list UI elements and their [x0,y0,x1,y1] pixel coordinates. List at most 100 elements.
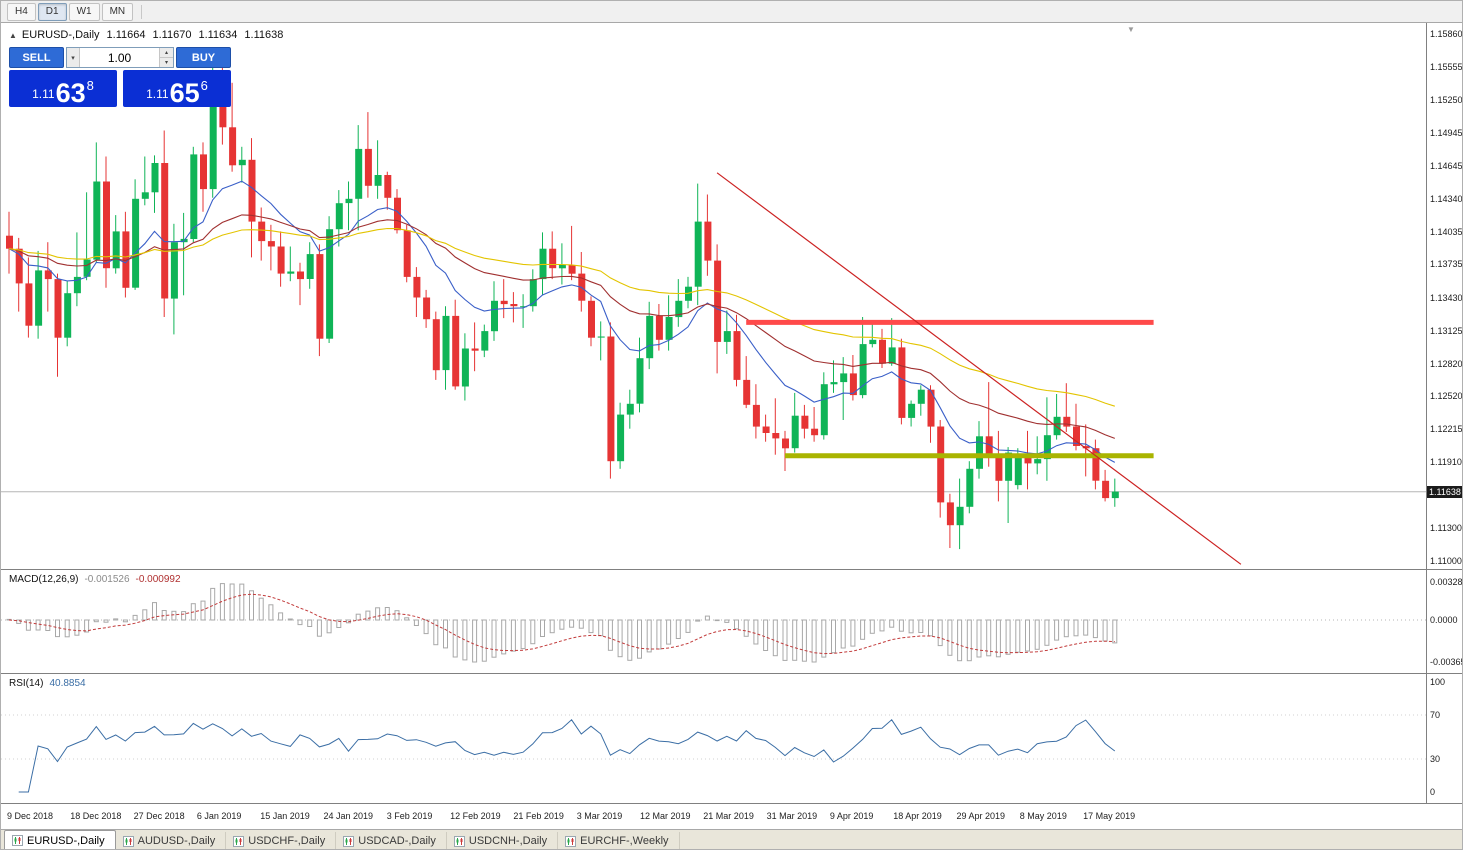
date-axis-label: 8 May 2019 [1019,811,1067,821]
scroll-shift-marker[interactable]: ▼ [1127,25,1135,34]
chart-tab-icon [565,835,577,847]
buy-price-big: 65 [169,78,200,108]
timeframe-button-d1[interactable]: D1 [37,2,67,21]
timeframe-button-w1[interactable]: W1 [68,2,100,21]
date-axis-label: 29 Apr 2019 [956,811,1006,821]
rsi-value: 40.8854 [49,678,86,689]
volume-decrease-button[interactable]: ▾ [160,58,173,67]
current-price-tag: 1.11638 [1427,485,1462,498]
rsi-label: RSI(14) 40.8854 [9,678,86,689]
sell-price-button[interactable]: 1.11 63 8 [9,70,117,107]
sell-price-sup: 8 [86,78,94,93]
macd-label: MACD(12,26,9) -0.001526 -0.000992 [9,574,181,585]
macd-value-signal: -0.000992 [135,574,181,585]
chart-tab-label: EURUSD-,Daily [27,834,105,847]
volume-stepper: ▴ ▾ [159,48,173,67]
volume-dropdown-button[interactable]: ▾ [67,48,80,67]
price-axis-label: 1.14945 [1430,128,1463,139]
price-axis-label: 1.11910 [1430,457,1462,468]
macd-chart[interactable] [1,570,1426,673]
chart-symbol-label: EURUSD-,Daily [21,29,100,41]
chart-tab-usdcad-daily[interactable]: USDCAD-,Daily [336,832,447,849]
volume-value[interactable]: 1.00 [107,50,132,65]
buy-button[interactable]: BUY [176,47,231,68]
rsi-panel[interactable]: RSI(14) 40.8854 100 70 30 0 [1,673,1462,803]
macd-axis-label: 0.0000 [1430,615,1458,625]
chart-tab-label: USDCNH-,Daily [468,835,548,847]
sell-button[interactable]: SELL [9,47,64,68]
chart-tab-label: USDCAD-,Daily [358,835,436,847]
rsi-axis-label: 100 [1430,677,1446,687]
chart-tab-label: USDCHF-,Daily [248,835,326,847]
ohlc-close: 1.11638 [244,29,284,41]
price-axis-label: 1.15250 [1430,95,1463,106]
ohlc-high: 1.11670 [152,29,192,41]
macd-axis-label: 0.003287 [1430,577,1463,588]
buy-price-sup: 6 [200,78,208,93]
chart-tab-icon [233,835,245,847]
date-axis-label: 9 Dec 2018 [7,811,54,821]
chart-tab-icon [12,835,23,846]
rsi-title: RSI(14) [9,678,44,689]
price-axis-label: 1.15555 [1430,62,1463,73]
price-axis-label: 1.14035 [1430,226,1463,237]
price-axis-label: 1.13735 [1430,259,1463,270]
chart-tab-eurusd-daily[interactable]: EURUSD-,Daily [4,830,116,849]
chart-tab-usdcnh-daily[interactable]: USDCNH-,Daily [447,832,559,849]
sell-price-prefix: 1.11 [32,87,55,101]
price-axis-label: 1.14645 [1430,160,1463,171]
macd-title: MACD(12,26,9) [9,574,79,585]
chart-tab-icon [343,835,355,847]
macd-axis-label: -0.003652 [1430,657,1462,667]
buy-price-button[interactable]: 1.11 65 6 [123,70,231,107]
date-axis-label: 9 Apr 2019 [829,811,874,821]
toolbar-separator [141,4,143,19]
rsi-axis-label: 0 [1430,787,1436,797]
rsi-axis-label: 70 [1430,710,1441,720]
price-axis-label: 1.12215 [1430,424,1463,435]
price-axis-label: 1.14340 [1430,193,1463,204]
date-axis-label: 27 Dec 2018 [133,811,185,821]
price-axis-label: 1.11300 [1430,523,1462,534]
date-axis-label: 18 Dec 2018 [70,811,122,821]
price-axis-label: 1.15860 [1430,29,1463,39]
macd-value-main: -0.001526 [84,574,130,585]
chart-tab-icon [122,835,134,847]
timeframe-button-h4[interactable]: H4 [7,2,36,21]
timeframe-button-mn[interactable]: MN [101,2,134,21]
ohlc-low: 1.11634 [198,29,238,41]
chart-tab-label: EURCHF-,Weekly [580,835,669,847]
rsi-chart[interactable] [1,674,1426,803]
sell-price-big: 63 [55,78,86,108]
price-axis-label: 1.13125 [1430,325,1463,336]
date-axis-label: 24 Jan 2019 [323,811,374,821]
timeframe-toolbar: H4 D1 W1 MN [1,1,1462,23]
ohlc-open: 1.11664 [106,29,146,41]
chart-tab-eurchf-weekly[interactable]: EURCHF-,Weekly [558,832,680,849]
price-axis-label: 1.12820 [1430,358,1463,369]
collapse-trade-panel-icon[interactable]: ▲ [9,30,17,40]
date-axis-label: 21 Feb 2019 [513,811,564,821]
volume-increase-button[interactable]: ▴ [160,48,173,58]
price-axis-label: 1.13430 [1430,292,1463,303]
chart-info-line: ▲ EURUSD-,Daily 1.11664 1.11670 1.11634 … [9,29,283,41]
date-axis-label: 3 Feb 2019 [386,811,433,821]
date-axis-label: 21 Mar 2019 [703,811,754,821]
one-click-trading-panel: SELL ▾ 1.00 ▴ ▾ BUY 1.11 63 8 [9,47,231,107]
time-axis[interactable]: 9 Dec 2018 18 Dec 2018 27 Dec 2018 6 Jan 20… [1,803,1462,829]
chart-tab-icon [453,835,465,847]
buy-price-prefix: 1.11 [146,87,169,101]
price-axis-label: 1.11000 [1430,556,1462,566]
date-axis-label: 15 Jan 2019 [260,811,310,821]
date-axis-label: 31 Mar 2019 [766,811,818,821]
chart-tab-label: AUDUSD-,Daily [137,835,216,847]
candlestick-chart[interactable] [1,23,1426,569]
chart-tab-usdchf-daily[interactable]: USDCHF-,Daily [226,832,337,849]
price-chart-panel[interactable]: ▲ EURUSD-,Daily 1.11664 1.11670 1.11634 … [1,23,1463,569]
macd-panel[interactable]: MACD(12,26,9) -0.001526 -0.000992 0.0032… [1,569,1463,673]
date-axis-label: 6 Jan 2019 [196,811,242,821]
volume-field[interactable]: ▾ 1.00 ▴ ▾ [66,47,174,68]
date-axis-label: 12 Feb 2019 [450,811,501,821]
chart-tab-audusd-daily[interactable]: AUDUSD-,Daily [116,832,227,849]
